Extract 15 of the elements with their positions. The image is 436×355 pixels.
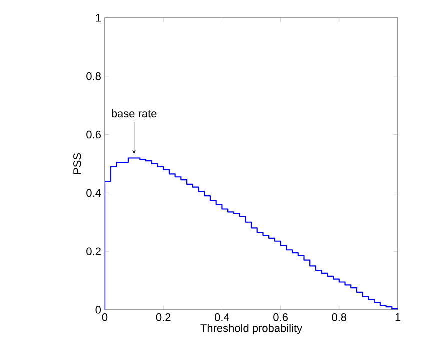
- x-tick-label: 1: [396, 314, 401, 322]
- y-axis-title: PSS: [74, 154, 82, 174]
- x-tick-label: 0.4: [214, 314, 230, 322]
- x-tick-label: 0.6: [274, 314, 288, 322]
- annotation: base rate: [112, 110, 157, 118]
- x-tick-label: 0.8: [332, 314, 347, 322]
- x-tick-label: 0.2: [156, 314, 171, 322]
- y-tick-label: 1: [96, 14, 101, 22]
- x-tick-label: 0: [102, 314, 108, 322]
- y-tick-label: 0: [96, 306, 102, 314]
- y-tick-label: 0.6: [86, 130, 101, 139]
- y-tick-label: 0.4: [86, 189, 102, 198]
- y-tick-label: 0.8: [86, 72, 101, 80]
- y-tick-label: 0.2: [86, 248, 101, 256]
- x-axis-title: Threshold probability: [200, 324, 302, 334]
